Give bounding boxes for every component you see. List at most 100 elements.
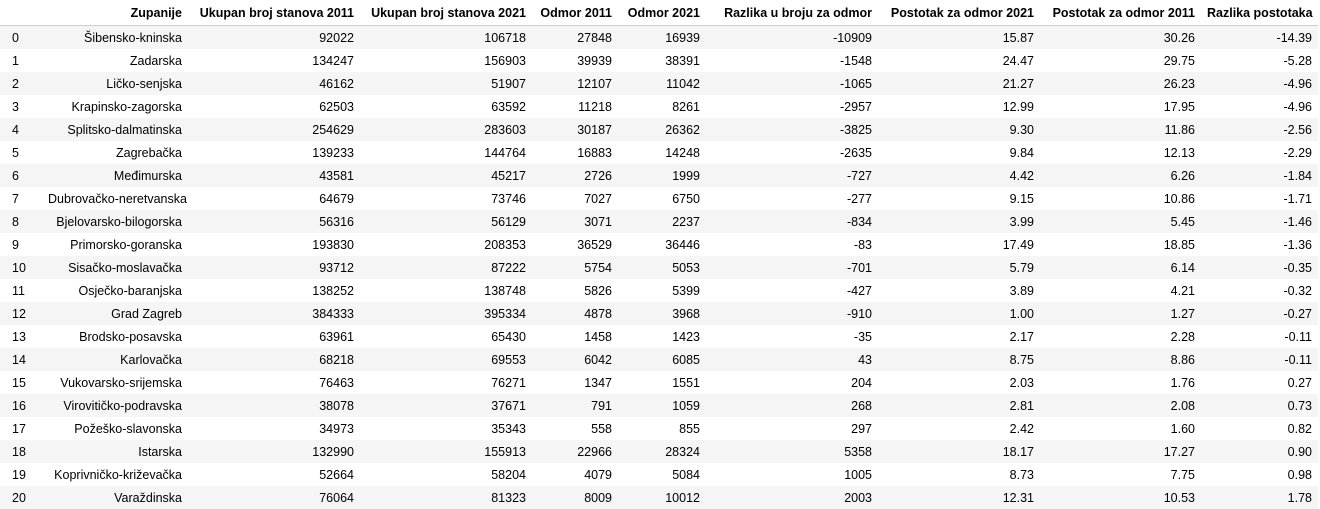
table-cell: 8.86 [1040,348,1201,371]
table-cell: 34973 [188,417,360,440]
table-cell: -0.27 [1201,302,1318,325]
table-cell: 73746 [360,187,532,210]
table-cell: 17.49 [878,233,1040,256]
table-cell: 1.78 [1201,486,1318,509]
table-cell: 5.45 [1040,210,1201,233]
row-index: 12 [0,302,42,325]
table-cell: 65430 [360,325,532,348]
table-cell: -83 [706,233,878,256]
column-header: Odmor 2011 [532,0,618,26]
header-row: Zupanije Ukupan broj stanova 2011 Ukupan… [0,0,1318,26]
row-index: 0 [0,26,42,50]
table-cell: Šibensko-kninska [42,26,188,50]
table-cell: 68218 [188,348,360,371]
column-header: Postotak za odmor 2011 [1040,0,1201,26]
table-cell: 6.26 [1040,164,1201,187]
table-cell: -0.32 [1201,279,1318,302]
row-index: 2 [0,72,42,95]
column-header: Postotak za odmor 2021 [878,0,1040,26]
table-cell: 10.53 [1040,486,1201,509]
table-cell: 52664 [188,463,360,486]
table-cell: 1.60 [1040,417,1201,440]
table-cell: 8261 [618,95,706,118]
table-cell: 76064 [188,486,360,509]
table-cell: 1.00 [878,302,1040,325]
table-cell: 29.75 [1040,49,1201,72]
table-cell: 10012 [618,486,706,509]
table-cell: 155913 [360,440,532,463]
table-cell: -0.11 [1201,325,1318,348]
table-cell: 3.89 [878,279,1040,302]
table-cell: 6.14 [1040,256,1201,279]
table-cell: 4878 [532,302,618,325]
table-cell: 30.26 [1040,26,1201,50]
table-cell: -2957 [706,95,878,118]
row-index: 8 [0,210,42,233]
table-cell: 26362 [618,118,706,141]
row-index: 20 [0,486,42,509]
row-index: 17 [0,417,42,440]
table-cell: -5.28 [1201,49,1318,72]
table-cell: 28324 [618,440,706,463]
table-cell: 10.86 [1040,187,1201,210]
table-cell: 9.84 [878,141,1040,164]
table-cell: 64679 [188,187,360,210]
table-cell: 144764 [360,141,532,164]
table-cell: Osječko-baranjska [42,279,188,302]
table-cell: 2.81 [878,394,1040,417]
table-cell: -3825 [706,118,878,141]
table-cell: 132990 [188,440,360,463]
column-header: Razlika postotaka [1201,0,1318,26]
table-cell: 2726 [532,164,618,187]
table-cell: 5399 [618,279,706,302]
table-cell: 5053 [618,256,706,279]
table-cell: 45217 [360,164,532,187]
table-cell: 1005 [706,463,878,486]
table-cell: 21.27 [878,72,1040,95]
row-index: 5 [0,141,42,164]
table-cell: Međimurska [42,164,188,187]
row-index: 19 [0,463,42,486]
table-cell: 1458 [532,325,618,348]
table-cell: 204 [706,371,878,394]
table-cell: 43581 [188,164,360,187]
table-cell: 1.27 [1040,302,1201,325]
table-cell: 76463 [188,371,360,394]
table-cell: Dubrovačko-neretvanska [42,187,188,210]
table-cell: 2.03 [878,371,1040,394]
table-cell: 11.86 [1040,118,1201,141]
table-cell: 12107 [532,72,618,95]
table-cell: 6042 [532,348,618,371]
table-cell: 1.76 [1040,371,1201,394]
table-cell: Vukovarsko-srijemska [42,371,188,394]
table-cell: 297 [706,417,878,440]
table-cell: Zadarska [42,49,188,72]
table-cell: 63961 [188,325,360,348]
table-cell: Virovitičko-podravska [42,394,188,417]
table-cell: 5084 [618,463,706,486]
table-cell: 56316 [188,210,360,233]
table-cell: 87222 [360,256,532,279]
table-cell: 3968 [618,302,706,325]
column-header: Odmor 2021 [618,0,706,26]
table-cell: -910 [706,302,878,325]
table-cell: Sisačko-moslavačka [42,256,188,279]
table-cell: -2.56 [1201,118,1318,141]
table-cell: -701 [706,256,878,279]
table-cell: -2.29 [1201,141,1318,164]
row-index: 15 [0,371,42,394]
table-cell: -35 [706,325,878,348]
table-cell: Požeško-slavonska [42,417,188,440]
table-cell: 12.31 [878,486,1040,509]
table-cell: 268 [706,394,878,417]
table-cell: 36446 [618,233,706,256]
